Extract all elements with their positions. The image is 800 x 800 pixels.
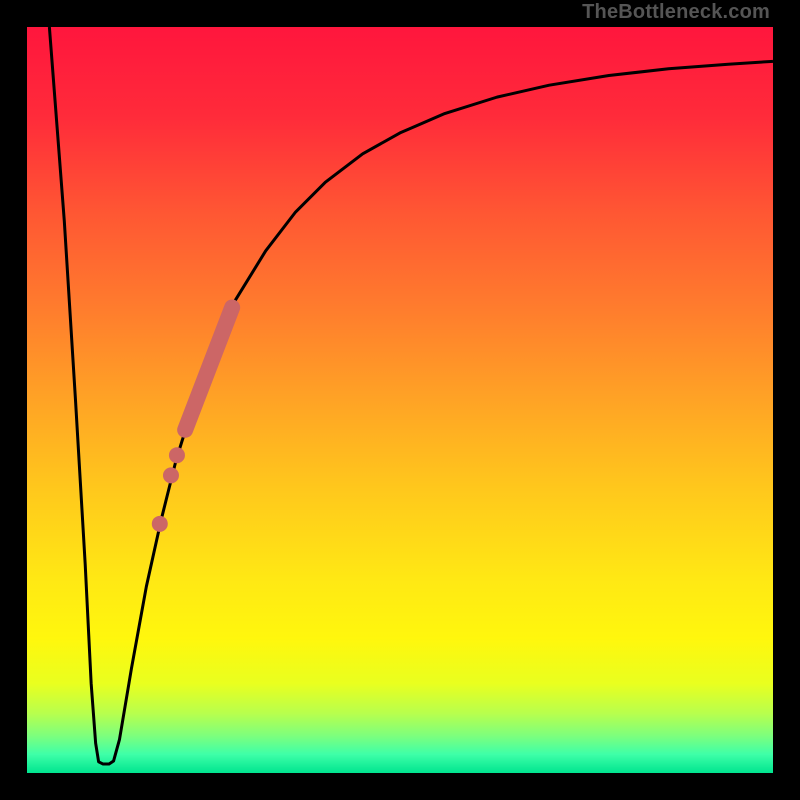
heatmap-background xyxy=(27,27,773,773)
chart-frame: TheBottleneck.com xyxy=(0,0,800,800)
watermark-text: TheBottleneck.com xyxy=(582,1,770,24)
highlight-dot xyxy=(169,447,185,463)
plot-area xyxy=(27,27,773,773)
frame-border-left xyxy=(0,0,27,800)
frame-border-right xyxy=(773,0,800,800)
frame-border-bottom xyxy=(0,773,800,800)
plot-svg xyxy=(27,27,773,773)
highlight-dot xyxy=(152,516,168,532)
highlight-dot xyxy=(163,467,179,483)
